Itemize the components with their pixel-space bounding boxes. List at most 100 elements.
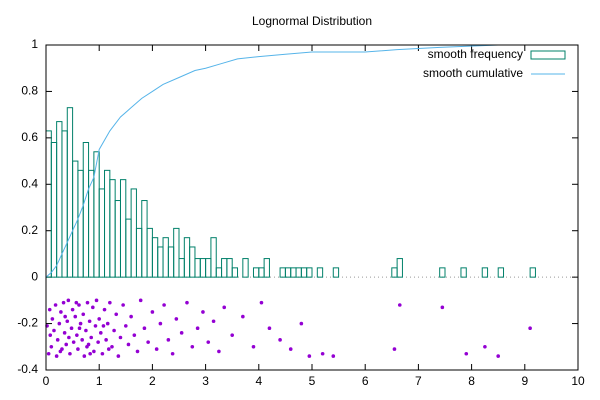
histogram-bar bbox=[306, 267, 313, 278]
scatter-point bbox=[174, 317, 179, 321]
scatter-point bbox=[76, 347, 80, 351]
scatter-point bbox=[96, 340, 100, 344]
cumulative-line bbox=[45, 44, 531, 278]
histogram-bar bbox=[199, 258, 207, 278]
histogram-bar bbox=[56, 121, 63, 278]
scatter-point bbox=[195, 326, 200, 331]
scatter-point bbox=[65, 319, 70, 324]
histogram-bar bbox=[460, 267, 467, 278]
plot-frame bbox=[45, 44, 579, 371]
scatter-point bbox=[55, 338, 60, 342]
scatter-point bbox=[112, 328, 116, 333]
scatter-point bbox=[483, 344, 487, 349]
scatter-point bbox=[91, 305, 95, 310]
scatter-point bbox=[162, 303, 166, 307]
scatter-point bbox=[98, 331, 103, 335]
scatter-point bbox=[47, 307, 52, 312]
y-tick-label: 0.2 bbox=[21, 223, 38, 237]
histogram-bar bbox=[231, 267, 239, 278]
histogram-bar bbox=[151, 237, 159, 278]
scatter-point bbox=[97, 317, 101, 321]
scatter-point bbox=[150, 310, 155, 314]
chart-title: Lognormal Distribution bbox=[252, 14, 372, 28]
histogram-bar bbox=[109, 179, 116, 278]
scatter-point bbox=[129, 314, 133, 319]
histogram-bar bbox=[481, 267, 489, 278]
scatter-point bbox=[92, 349, 96, 354]
scatter-point bbox=[121, 303, 125, 307]
scatter-point bbox=[132, 333, 137, 337]
scatter-point bbox=[320, 351, 325, 356]
scatter-point bbox=[73, 314, 78, 319]
scatter-point bbox=[179, 331, 184, 335]
scatter-point bbox=[201, 310, 205, 314]
histogram-bar bbox=[221, 258, 228, 278]
scatter-point bbox=[331, 354, 336, 358]
histogram-bar bbox=[290, 267, 297, 278]
scatter-point bbox=[116, 354, 121, 358]
histogram-bar bbox=[284, 267, 292, 278]
scatter-point bbox=[146, 340, 150, 344]
scatter-point bbox=[124, 324, 128, 328]
scatter-point bbox=[118, 335, 123, 340]
y-tick-label: -0.4 bbox=[17, 362, 38, 376]
x-tick-label: 5 bbox=[309, 374, 316, 388]
scatter-point bbox=[85, 344, 89, 349]
histogram-bar bbox=[141, 200, 148, 278]
scatter-point bbox=[101, 324, 106, 328]
histogram-bar bbox=[167, 246, 175, 278]
scatter-point bbox=[77, 303, 81, 307]
scatter-point bbox=[82, 354, 87, 358]
x-tick-label: 10 bbox=[571, 374, 585, 388]
scatter-point bbox=[496, 354, 501, 358]
histogram-bar bbox=[391, 267, 398, 278]
histogram-bar bbox=[162, 237, 169, 278]
scatter-point bbox=[241, 314, 245, 319]
histogram-bar bbox=[439, 267, 446, 278]
scatter-point bbox=[89, 335, 94, 340]
scatter-point bbox=[71, 340, 76, 344]
histogram-bar bbox=[183, 237, 191, 278]
scatter-point bbox=[392, 347, 397, 351]
x-tick-label: 4 bbox=[255, 374, 262, 388]
scatter-point bbox=[50, 317, 55, 321]
scatter-point bbox=[222, 305, 227, 310]
scatter-point bbox=[142, 326, 147, 331]
scatter-point bbox=[217, 349, 221, 354]
scatter-point bbox=[49, 344, 54, 349]
scatter-point bbox=[299, 321, 304, 326]
scatter-point bbox=[166, 338, 171, 342]
y-tick-label: 0.4 bbox=[21, 176, 38, 190]
histogram-bar bbox=[66, 107, 74, 278]
x-tick-label: 7 bbox=[415, 374, 422, 388]
scatter-point bbox=[62, 331, 67, 335]
scatter-point bbox=[69, 326, 74, 331]
scatter-point bbox=[57, 321, 62, 326]
scatter-point bbox=[87, 319, 92, 324]
histogram-bar bbox=[104, 169, 111, 278]
scatter-point bbox=[230, 333, 234, 337]
histogram-bar bbox=[157, 246, 164, 278]
x-tick-label: 3 bbox=[202, 374, 209, 388]
scatter-point bbox=[102, 307, 107, 312]
histogram-bar bbox=[178, 258, 185, 278]
legend-label: smooth cumulative bbox=[423, 66, 523, 80]
scatter-point bbox=[104, 338, 108, 342]
scatter-point bbox=[77, 326, 82, 331]
scatter-point bbox=[307, 354, 312, 358]
scatter-point bbox=[154, 347, 159, 351]
histogram-bar bbox=[146, 227, 153, 278]
y-tick-label: 0.8 bbox=[21, 84, 38, 98]
histogram-bar bbox=[189, 246, 196, 278]
x-tick-label: 0 bbox=[43, 374, 50, 388]
histogram-bar bbox=[130, 188, 137, 278]
histogram-bar bbox=[210, 237, 217, 278]
scatter-point bbox=[170, 351, 175, 356]
scatter-point bbox=[85, 300, 90, 305]
scatter-point bbox=[100, 351, 105, 356]
scatter-point bbox=[185, 300, 189, 305]
histogram-bar bbox=[135, 227, 143, 278]
histogram-bar bbox=[316, 267, 324, 278]
scatter-point bbox=[135, 349, 140, 354]
